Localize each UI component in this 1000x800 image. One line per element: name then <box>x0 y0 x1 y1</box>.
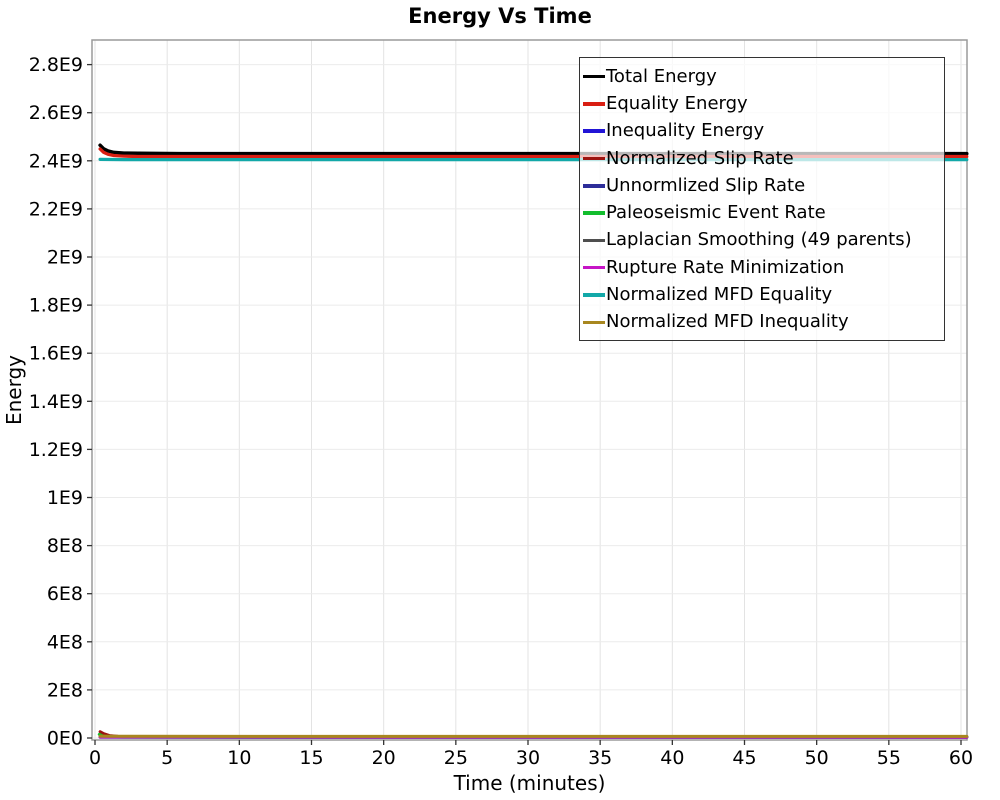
y-tick-label: 1.4E9 <box>29 391 83 413</box>
x-tick-label: 15 <box>299 747 323 769</box>
legend-line-swatch <box>583 102 605 106</box>
y-tick-label: 4E8 <box>47 631 83 653</box>
legend-item-paleoseismic-event-rate: Paleoseismic Event Rate <box>580 199 944 226</box>
legend-label: Inequality Energy <box>606 120 765 142</box>
legend-label: Laplacian Smoothing (49 parents) <box>606 229 912 251</box>
x-tick-label: 40 <box>660 747 684 769</box>
legend-label: Normalized MFD Inequality <box>606 311 849 333</box>
legend: Total Energy Equality Energy Inequality En… <box>579 57 945 341</box>
x-tick-label: 55 <box>877 747 901 769</box>
y-tick-label: 2E8 <box>47 679 83 701</box>
legend-label: Normalized MFD Equality <box>606 284 833 306</box>
y-tick-label: 1.2E9 <box>29 439 83 461</box>
x-tick-label: 0 <box>89 747 101 769</box>
y-tick-label: 1.6E9 <box>29 343 83 365</box>
legend-line-swatch <box>583 265 605 270</box>
legend-line-swatch <box>583 293 605 297</box>
y-tick-label: 2.4E9 <box>29 150 83 172</box>
series-total-energy <box>98 143 969 156</box>
legend-item-normalized-mfd-inequality: Normalized MFD Inequality <box>580 309 944 336</box>
y-tick-label: 2.2E9 <box>29 198 83 220</box>
legend-label: Equality Energy <box>606 92 748 114</box>
plot-frame <box>91 39 968 741</box>
y-tick-label: 2E9 <box>47 247 83 269</box>
chart-title: Energy Vs Time <box>408 4 592 28</box>
x-tick-label: 50 <box>805 747 829 769</box>
x-tick-label: 30 <box>516 747 540 769</box>
legend-line-swatch <box>583 129 605 133</box>
legend-item-laplacian-smoothing-49-parents: Laplacian Smoothing (49 parents) <box>580 227 944 254</box>
legend-item-inequality-energy: Inequality Energy <box>580 118 944 145</box>
legend-line-swatch <box>583 184 605 188</box>
legend-line-swatch <box>583 320 605 325</box>
x-tick-label: 5 <box>161 747 173 769</box>
y-tick-label: 6E8 <box>47 583 83 605</box>
legend-line-swatch <box>583 238 605 243</box>
x-tick-label: 60 <box>949 747 973 769</box>
y-tick-label: 1E9 <box>47 487 83 509</box>
y-tick-label: 2.6E9 <box>29 102 83 124</box>
legend-line-swatch <box>583 156 605 161</box>
y-tick-label: 0E0 <box>47 728 83 750</box>
legend-item-total-energy: Total Energy <box>580 63 944 90</box>
legend-item-normalized-mfd-equality: Normalized MFD Equality <box>580 281 944 308</box>
legend-label: Paleoseismic Event Rate <box>606 202 826 224</box>
x-tick-label: 35 <box>588 747 612 769</box>
y-tick-label: 8E8 <box>47 535 83 557</box>
legend-label: Rupture Rate Minimization <box>606 256 845 278</box>
legend-label: Total Energy <box>606 65 717 87</box>
legend-line-swatch <box>583 74 605 79</box>
y-tick-label: 2.8E9 <box>29 54 83 76</box>
legend-item-normalized-slip-rate: Normalized Slip Rate <box>580 145 944 172</box>
x-tick-label: 25 <box>444 747 468 769</box>
x-tick-label: 45 <box>732 747 756 769</box>
legend-line-swatch <box>583 211 605 215</box>
series-equality-energy <box>98 147 969 159</box>
legend-label: Normalized Slip Rate <box>606 147 794 169</box>
legend-label: Unnormlized Slip Rate <box>606 174 806 196</box>
legend-item-unnormlized-slip-rate: Unnormlized Slip Rate <box>580 172 944 199</box>
x-tick-label: 10 <box>227 747 251 769</box>
legend-item-equality-energy: Equality Energy <box>580 90 944 117</box>
y-tick-label: 1.8E9 <box>29 295 83 317</box>
x-tick-label: 20 <box>372 747 396 769</box>
x-axis-title: Time (minutes) <box>453 771 606 795</box>
legend-item-rupture-rate-minimization: Rupture Rate Minimization <box>580 254 944 281</box>
